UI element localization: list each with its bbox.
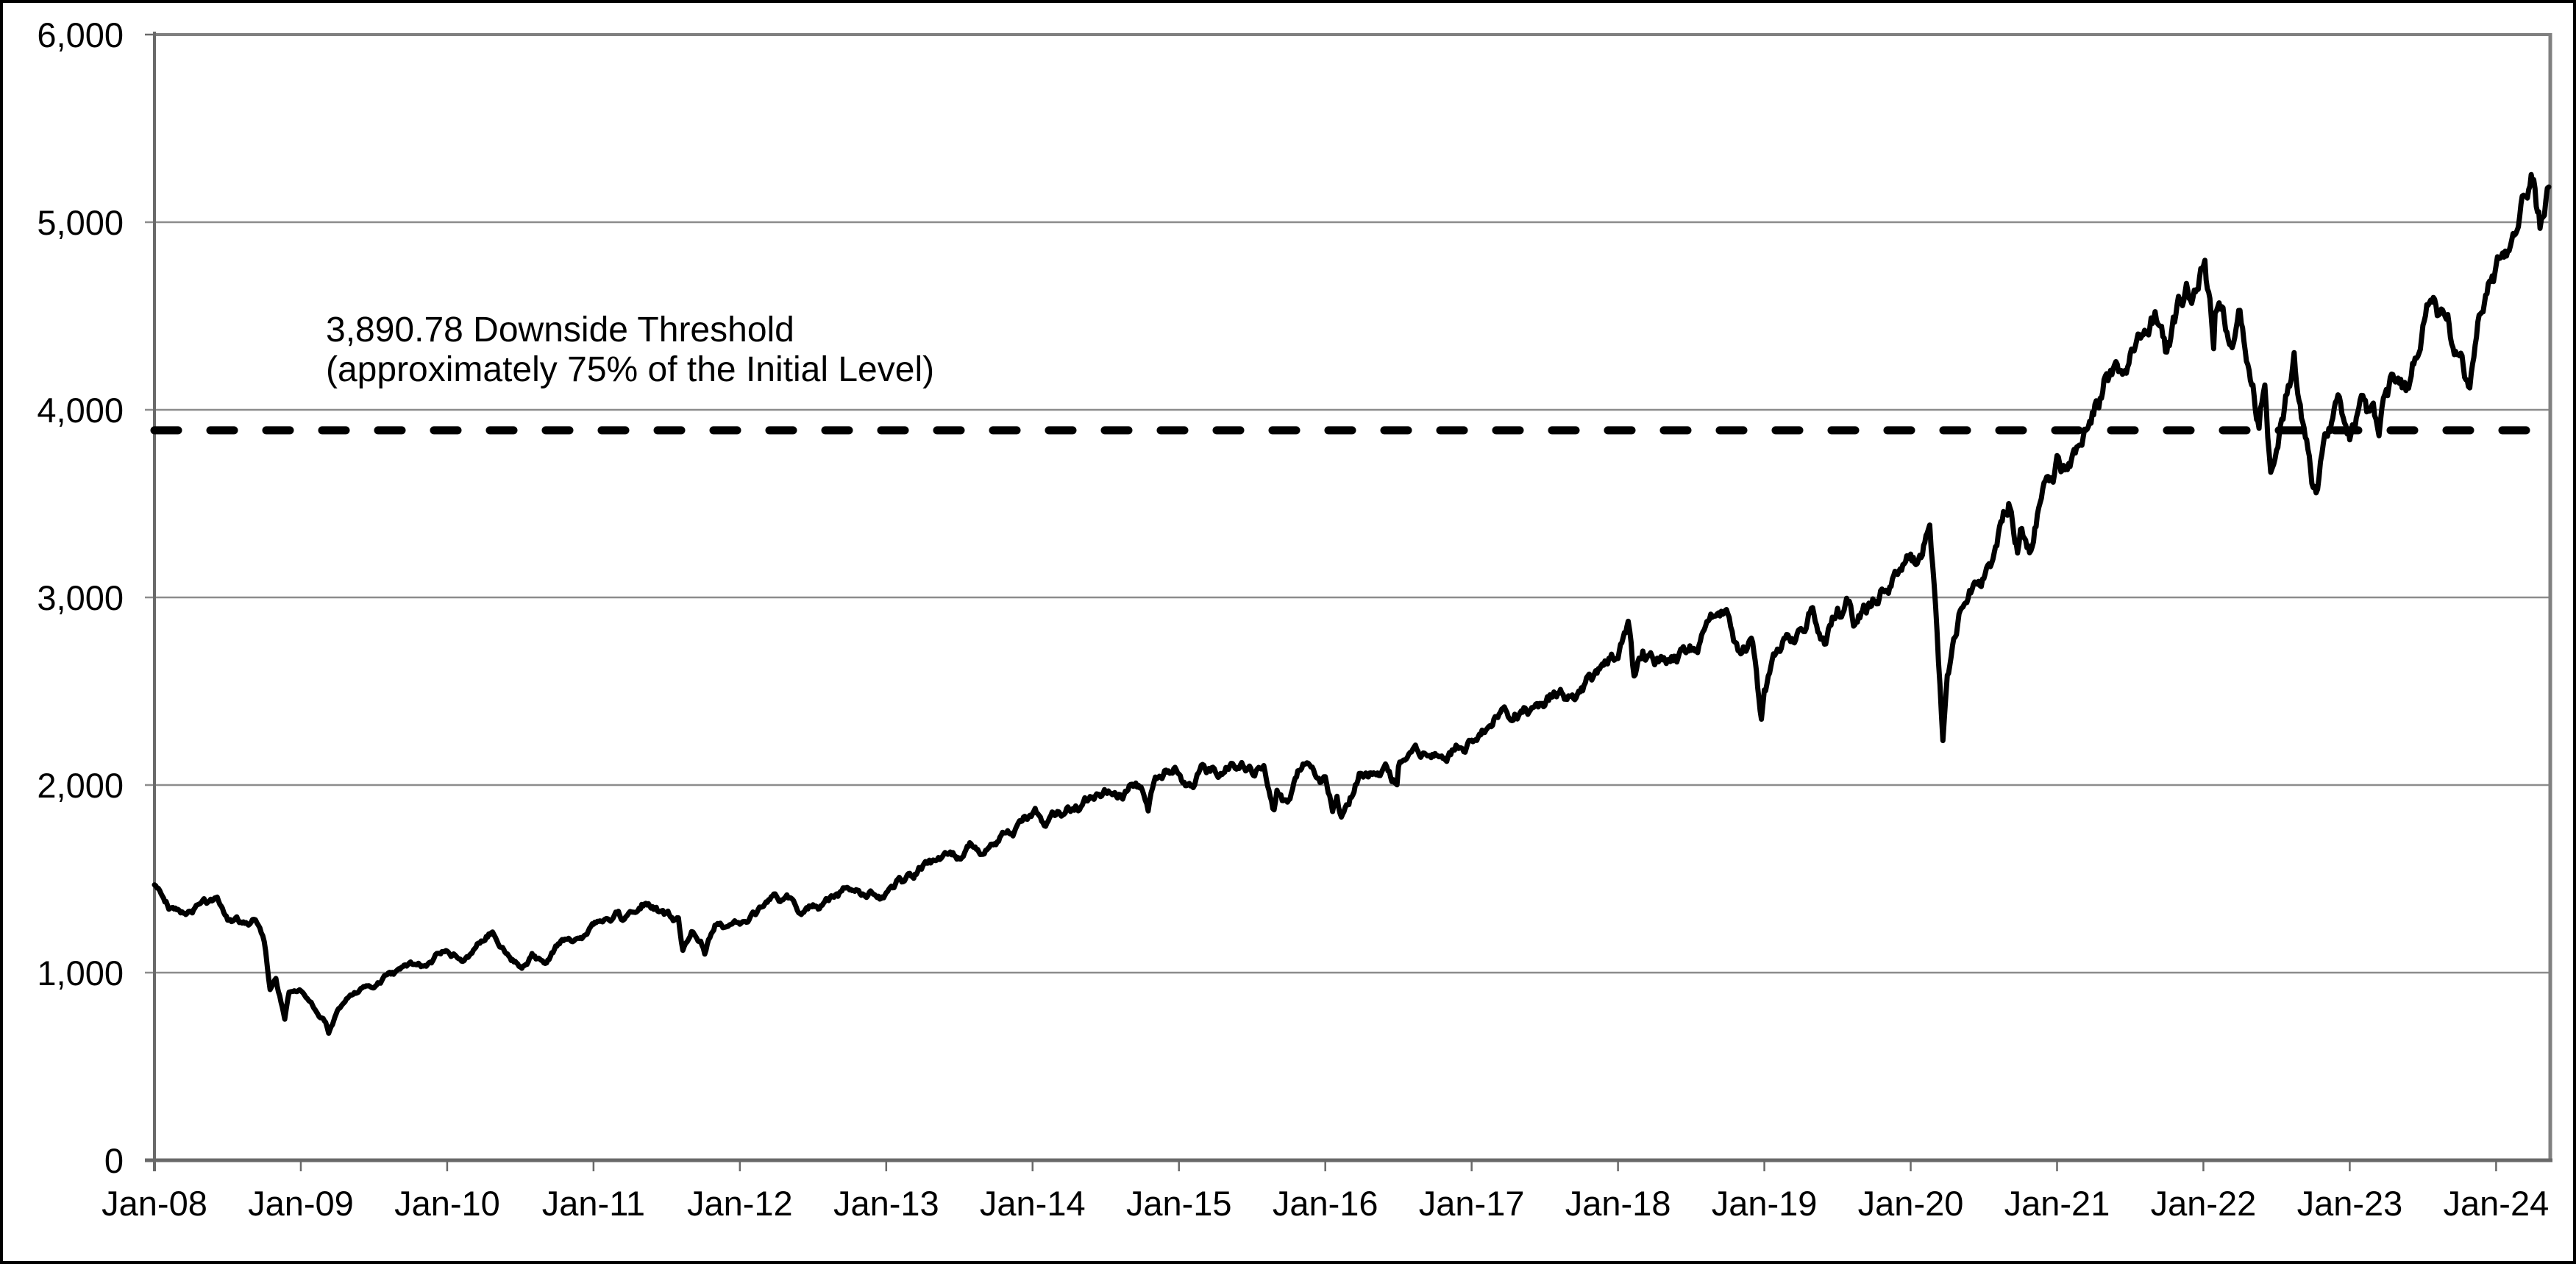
- x-axis-label: Jan-13: [833, 1184, 939, 1223]
- x-axis-label: Jan-11: [542, 1184, 645, 1223]
- x-axis-label: Jan-10: [394, 1184, 500, 1223]
- y-axis-label: 2,000: [37, 766, 124, 805]
- x-axis-label: Jan-23: [2297, 1184, 2403, 1223]
- x-axis-label: Jan-15: [1126, 1184, 1232, 1223]
- x-axis-label: Jan-21: [2004, 1184, 2110, 1223]
- price-line: [152, 171, 2552, 1036]
- x-axis-label: Jan-17: [1419, 1184, 1525, 1223]
- x-axis-label: Jan-18: [1565, 1184, 1671, 1223]
- y-axis-label: 0: [104, 1141, 124, 1180]
- y-axis-label: 1,000: [37, 954, 124, 993]
- x-axis-label: Jan-14: [980, 1184, 1086, 1223]
- x-axis-label: Jan-19: [1712, 1184, 1818, 1223]
- x-axis-label: Jan-24: [2444, 1184, 2550, 1223]
- y-axis-label: 4,000: [37, 391, 124, 430]
- x-axis-label: Jan-08: [102, 1184, 207, 1223]
- y-axis-label: 5,000: [37, 203, 124, 242]
- x-axis-label: Jan-20: [1858, 1184, 1964, 1223]
- threshold-label-line2: (approximately 75% of the Initial Level): [326, 350, 934, 389]
- threshold-label-line1: 3,890.78 Downside Threshold: [326, 310, 794, 349]
- x-axis-label: Jan-12: [687, 1184, 793, 1223]
- y-axis-label: 3,000: [37, 578, 124, 617]
- x-axis-label: Jan-16: [1273, 1184, 1378, 1223]
- x-axis-label: Jan-22: [2151, 1184, 2257, 1223]
- x-axis-label: Jan-09: [248, 1184, 354, 1223]
- y-axis-label: 6,000: [37, 15, 124, 54]
